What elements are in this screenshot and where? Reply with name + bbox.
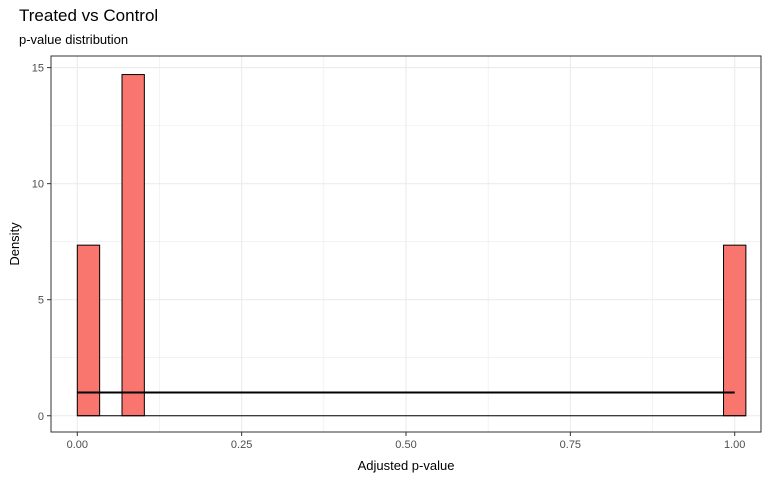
x-axis-title: Adjusted p-value	[358, 458, 455, 473]
y-tick-label: 10	[32, 179, 44, 191]
x-tick-label: 0.00	[67, 439, 88, 451]
histogram-bar	[121, 74, 145, 417]
y-axis-title: Density	[7, 222, 22, 266]
x-tick-label: 0.25	[231, 439, 252, 451]
y-tick-label: 5	[38, 295, 44, 307]
chart-subtitle: p-value distribution	[19, 32, 129, 47]
x-tick-label: 0.75	[560, 439, 581, 451]
x-axis-ticks: 0.00 0.25 0.50 0.75 1.00	[67, 432, 745, 451]
chart-title: Treated vs Control	[19, 6, 159, 25]
histogram-bar	[723, 244, 747, 417]
y-tick-label: 0	[38, 411, 44, 423]
y-axis-ticks: 0 5 10 15	[32, 63, 51, 423]
histogram-bar	[76, 244, 101, 417]
y-tick-label: 15	[32, 63, 44, 75]
histogram-bars	[76, 74, 747, 417]
x-tick-label: 1.00	[724, 439, 745, 451]
x-tick-label: 0.50	[395, 439, 416, 451]
major-gridlines	[51, 56, 761, 432]
